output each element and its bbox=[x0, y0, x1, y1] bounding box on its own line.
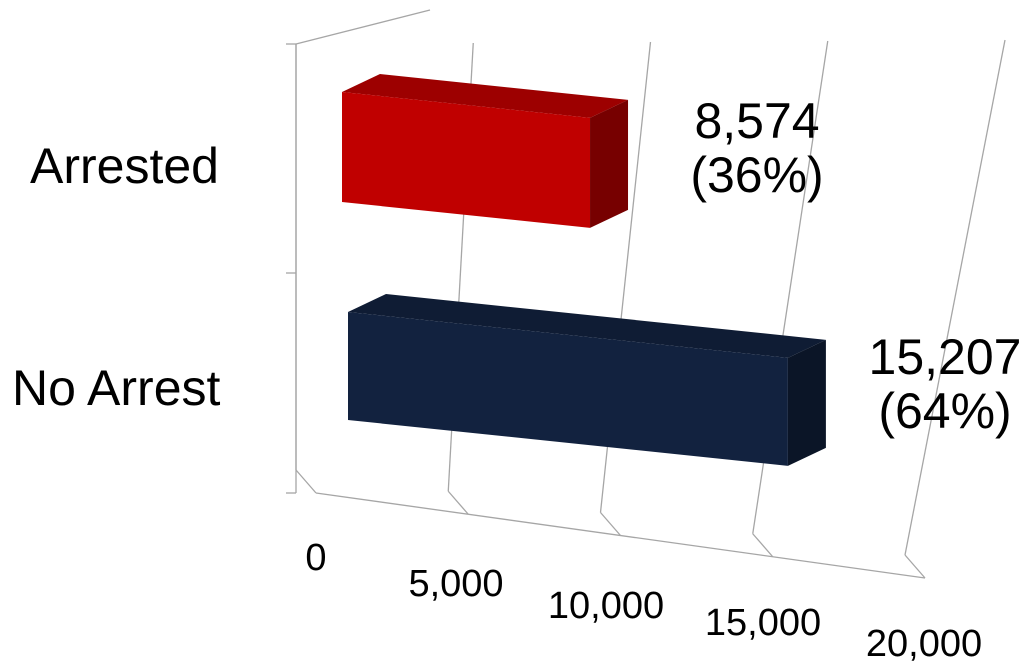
data-label-value: 8,574 bbox=[694, 93, 819, 149]
wall-gridline bbox=[904, 39, 1006, 556]
bar-top-no-arrest bbox=[348, 294, 826, 358]
bar-side-no-arrest bbox=[787, 339, 826, 466]
floor-gridline bbox=[752, 533, 774, 558]
data-label-percent: (36%) bbox=[690, 147, 823, 203]
bar-top-arrested bbox=[342, 74, 629, 118]
x-tick-label: 10,000 bbox=[548, 585, 664, 627]
bar-front-arrested bbox=[342, 92, 591, 228]
category-label: No Arrest bbox=[12, 360, 221, 416]
x-tick-label: 20,000 bbox=[866, 623, 982, 664]
labels: Arrested No Arrest 8,574(36%) 15,207(64%) 0 5… bbox=[12, 93, 1021, 664]
left-wall-top-edge bbox=[295, 9, 431, 45]
floor-gridline bbox=[904, 554, 926, 579]
category-label: Arrested bbox=[30, 138, 219, 194]
floor-gridline bbox=[447, 490, 469, 515]
floor-gridline bbox=[295, 469, 317, 494]
data-label-value: 15,207 bbox=[869, 329, 1022, 385]
x-tick-label: 0 bbox=[305, 537, 326, 579]
x-tick-label: 5,000 bbox=[408, 563, 503, 605]
floor-front-edge bbox=[315, 492, 926, 579]
bars bbox=[342, 74, 826, 466]
bar-side-arrested bbox=[590, 99, 629, 228]
x-tick-label: 15,000 bbox=[705, 602, 821, 644]
data-label-percent: (64%) bbox=[878, 383, 1011, 439]
floor-gridline bbox=[600, 512, 621, 536]
bar-front-no-arrest bbox=[348, 312, 788, 466]
